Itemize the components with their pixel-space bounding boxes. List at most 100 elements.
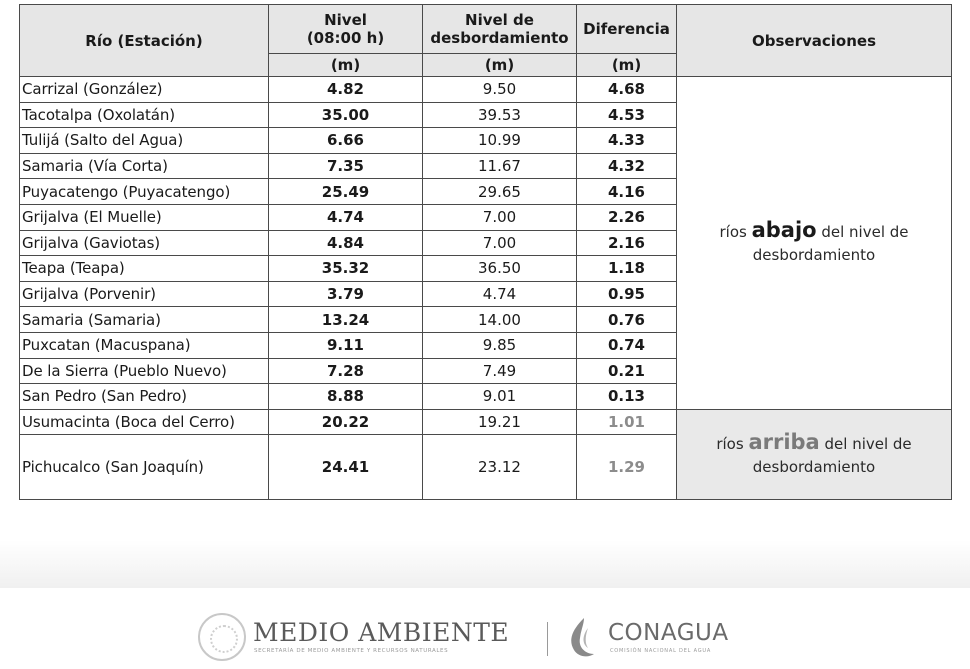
cell-difference: 4.68 — [576, 76, 677, 103]
cell-overflow: 36.50 — [422, 255, 577, 282]
river-levels-table-container: Río (Estación) Nivel (08:00 h) Nivel de … — [19, 4, 952, 501]
observation-below: ríos abajo del nivel de desbordamiento — [676, 76, 952, 410]
cell-river: Tacotalpa (Oxolatán) — [19, 101, 269, 129]
observation-above: ríos arriba del nivel de desbordamiento — [676, 408, 952, 501]
cell-river: Puyacatengo (Puyacatengo) — [19, 178, 269, 205]
table-row: Carrizal (González) 4.82 9.50 4.68 ríos abaj… — [19, 76, 952, 410]
cell-difference: 2.16 — [576, 229, 677, 257]
cell-level: 25.49 — [268, 178, 423, 205]
cell-difference: 0.13 — [576, 383, 677, 410]
cell-difference: 0.74 — [576, 331, 677, 359]
header-difference: Diferencia — [576, 4, 677, 54]
cell-overflow: 39.53 — [422, 101, 577, 129]
cell-river: Tulijá (Salto del Agua) — [19, 127, 269, 154]
cell-overflow: 7.00 — [422, 229, 577, 257]
cell-level: 4.84 — [268, 229, 423, 257]
cell-river: Teapa (Teapa) — [19, 255, 269, 282]
header-level: Nivel (08:00 h) — [268, 4, 423, 54]
header-river: Río (Estación) — [19, 4, 269, 77]
observation-emphasis: abajo — [751, 217, 817, 242]
table-row: Grijalva (Porvenir) 3.79 4.74 0.95 — [19, 280, 952, 308]
cell-level: 3.79 — [268, 280, 423, 308]
cell-river: Puxcatan (Macuspana) — [19, 331, 269, 359]
header-level-label: Nivel (08:00 h) — [306, 11, 385, 47]
cell-river: Samaria (Vía Corta) — [19, 152, 269, 180]
table-row: San Pedro (San Pedro) 8.88 9.01 0.13 — [19, 383, 952, 410]
footer — [0, 588, 970, 669]
cell-overflow: 23.12 — [422, 434, 577, 501]
table-body: Carrizal (González) 4.82 9.50 4.68 ríos abaj… — [19, 76, 952, 501]
cell-overflow: 9.01 — [422, 383, 577, 410]
cell-river: Pichucalco (San Joaquín) — [19, 434, 269, 501]
medio-ambiente-logo-text: MEDIO AMBIENTE — [253, 618, 510, 647]
medio-ambiente-subtitle: SECRETARÍA DE MEDIO AMBIENTE Y RECURSOS … — [254, 648, 449, 654]
footer-shade — [0, 540, 970, 588]
header-overflow-unit: (m) — [422, 53, 577, 77]
cell-level: 9.11 — [268, 331, 423, 359]
cell-difference: 1.01 — [576, 408, 677, 436]
table-row: Samaria (Vía Corta) 7.35 11.67 4.32 — [19, 152, 952, 180]
observation-text-post: del nivel de desbordamiento — [752, 434, 912, 476]
header-difference-unit: (m) — [576, 53, 677, 77]
cell-overflow: 14.00 — [422, 306, 577, 333]
cell-difference: 4.16 — [576, 178, 677, 205]
cell-level: 8.88 — [268, 383, 423, 410]
conagua-drop-icon — [571, 618, 594, 657]
cell-river: Carrizal (González) — [19, 76, 269, 103]
cell-difference: 2.26 — [576, 203, 677, 231]
cell-river: San Pedro (San Pedro) — [19, 383, 269, 410]
cell-difference: 4.33 — [576, 127, 677, 154]
table-row: Puxcatan (Macuspana) 9.11 9.85 0.74 — [19, 331, 952, 359]
mexico-seal-icon — [198, 613, 246, 661]
cell-overflow: 9.85 — [422, 331, 577, 359]
cell-level: 4.74 — [268, 203, 423, 231]
cell-difference: 1.18 — [576, 255, 677, 282]
cell-difference: 0.95 — [576, 280, 677, 308]
table-row: Usumacinta (Boca del Cerro) 20.22 19.21 1.0… — [19, 408, 952, 501]
cell-river: Grijalva (El Muelle) — [19, 203, 269, 231]
observation-emphasis: arriba — [748, 429, 820, 454]
table-row: Pichucalco (San Joaquín) 24.41 23.12 1.29 — [19, 434, 952, 501]
cell-overflow: 4.74 — [422, 280, 577, 308]
cell-level: 35.32 — [268, 255, 423, 282]
cell-river: Grijalva (Porvenir) — [19, 280, 269, 308]
cell-level: 4.82 — [268, 76, 423, 103]
cell-level: 7.35 — [268, 152, 423, 180]
cell-level: 6.66 — [268, 127, 423, 154]
cell-difference: 0.21 — [576, 357, 677, 385]
cell-level: 35.00 — [268, 101, 423, 129]
cell-overflow: 9.50 — [422, 76, 577, 103]
observation-text-pre: ríos — [719, 222, 752, 241]
cell-river: De la Sierra (Pueblo Nuevo) — [19, 357, 269, 385]
conagua-subtitle: COMISIÓN NACIONAL DEL AGUA — [610, 648, 712, 654]
table-row: Tacotalpa (Oxolatán) 35.00 39.53 4.53 — [19, 101, 952, 129]
table-row: Teapa (Teapa) 35.32 36.50 1.18 — [19, 255, 952, 282]
cell-overflow: 10.99 — [422, 127, 577, 154]
conagua-logo-text: CONAGUA — [608, 620, 729, 646]
cell-river: Samaria (Samaria) — [19, 306, 269, 333]
header-level-unit: (m) — [268, 53, 423, 77]
cell-difference: 1.29 — [576, 434, 677, 501]
observation-text-pre: ríos — [716, 434, 749, 453]
cell-difference: 0.76 — [576, 306, 677, 333]
cell-difference: 4.32 — [576, 152, 677, 180]
cell-level: 20.22 — [268, 408, 423, 436]
table-row: Puyacatengo (Puyacatengo) 25.49 29.65 4.16 — [19, 178, 952, 205]
observation-text-post: del nivel de desbordamiento — [752, 222, 909, 264]
table-row: Samaria (Samaria) 13.24 14.00 0.76 — [19, 306, 952, 333]
cell-level: 13.24 — [268, 306, 423, 333]
cell-level: 24.41 — [268, 434, 423, 501]
cell-difference: 4.53 — [576, 101, 677, 129]
header-overflow: Nivel de desbordamiento — [422, 4, 577, 54]
cell-overflow: 19.21 — [422, 408, 577, 436]
cell-overflow: 11.67 — [422, 152, 577, 180]
logo-divider — [547, 622, 548, 656]
header-observations: Observaciones — [676, 4, 952, 77]
river-levels-table: Río (Estación) Nivel (08:00 h) Nivel de … — [19, 4, 952, 501]
cell-overflow: 29.65 — [422, 178, 577, 205]
cell-overflow: 7.49 — [422, 357, 577, 385]
cell-level: 7.28 — [268, 357, 423, 385]
cell-river: Grijalva (Gaviotas) — [19, 229, 269, 257]
table-row: Grijalva (El Muelle) 4.74 7.00 2.26 — [19, 203, 952, 231]
cell-river: Usumacinta (Boca del Cerro) — [19, 408, 269, 436]
